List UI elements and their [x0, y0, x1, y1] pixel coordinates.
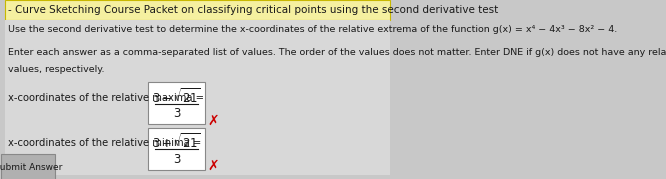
Text: Enter each answer as a comma-separated list of values. The order of the values d: Enter each answer as a comma-separated l… [8, 48, 666, 57]
FancyBboxPatch shape [5, 0, 390, 20]
FancyBboxPatch shape [5, 20, 390, 175]
FancyBboxPatch shape [1, 154, 55, 179]
FancyBboxPatch shape [148, 82, 205, 124]
Text: x-coordinates of the relative minima =: x-coordinates of the relative minima = [8, 138, 202, 148]
Text: x-coordinates of the relative maxima =: x-coordinates of the relative maxima = [8, 93, 204, 103]
Text: 3: 3 [172, 153, 180, 166]
Text: - Curve Sketching Course Packet on classifying critical points using the second : - Curve Sketching Course Packet on class… [8, 5, 498, 15]
Text: values, respectively.: values, respectively. [8, 66, 105, 74]
Text: Submit Answer: Submit Answer [0, 163, 63, 172]
Text: $3-\sqrt{21}$: $3-\sqrt{21}$ [152, 87, 201, 106]
Text: ✗: ✗ [207, 159, 219, 173]
FancyBboxPatch shape [148, 128, 205, 170]
Text: Use the second derivative test to determine the x-coordinates of the relative ex: Use the second derivative test to determ… [8, 25, 617, 34]
Text: 3: 3 [172, 107, 180, 120]
Text: ✗: ✗ [207, 113, 219, 127]
Text: $3+\sqrt{21}$: $3+\sqrt{21}$ [152, 132, 201, 151]
